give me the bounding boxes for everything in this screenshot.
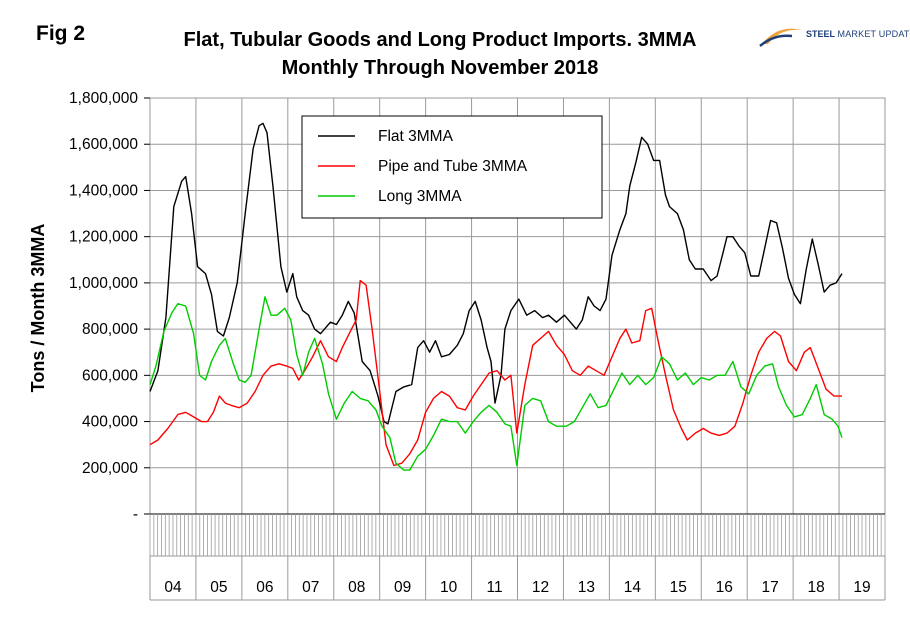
x-tick-label: 15 <box>670 579 687 596</box>
x-tick-label: 18 <box>807 579 824 596</box>
chart-title: Flat, Tubular Goods and Long Product Imp… <box>80 26 800 82</box>
legend-entry: Long 3MMA <box>378 188 462 205</box>
series-line-2 <box>149 279 842 467</box>
x-tick-label: 16 <box>716 579 733 596</box>
x-tick-label: 14 <box>624 579 642 596</box>
y-tick-label: 1,000,000 <box>69 275 138 292</box>
axes: - 200,000 400,000 600,000 800,000 1,000,000 1,… <box>69 90 886 601</box>
chart-title-line-2: Monthly Through November 2018 <box>281 57 599 79</box>
y-tick-label: 1,400,000 <box>69 182 138 199</box>
y-axis-label: Tons / Month 3MMA <box>28 224 48 393</box>
legend-entry: Pipe and Tube 3MMA <box>378 158 528 175</box>
legend: Flat 3MMA Pipe and Tube 3MMA Long 3MMA <box>301 115 603 219</box>
y-tick-label: - <box>133 506 138 523</box>
x-tick-label: 04 <box>164 579 182 596</box>
x-tick-label: 12 <box>532 579 549 596</box>
y-tick-label: 400,000 <box>82 414 138 431</box>
x-tick-label: 09 <box>394 579 411 596</box>
series-line-1 <box>149 122 843 425</box>
x-tick-label: 10 <box>440 579 458 596</box>
logo-text-strong: STEEL <box>806 29 836 39</box>
y-tick-label: 1,600,000 <box>69 136 138 153</box>
x-tick-label: 13 <box>578 579 595 596</box>
x-tick-label: 06 <box>256 579 273 596</box>
chart-title-line-1: Flat, Tubular Goods and Long Product Imp… <box>183 29 697 51</box>
x-tick-label: 17 <box>762 579 779 596</box>
logo-text-rest: MARKET UPDATE <box>837 29 910 39</box>
logo-text: STEEL MARKET UPDATE <box>806 29 910 39</box>
x-tick-label: 08 <box>348 579 365 596</box>
x-tick-label: 19 <box>853 579 870 596</box>
swoosh-logo-icon <box>759 28 802 47</box>
y-tick-label: 1,200,000 <box>69 229 138 246</box>
y-tick-label: 1,800,000 <box>69 90 138 107</box>
legend-box <box>301 115 603 219</box>
series-lines <box>149 122 843 471</box>
x-tick-label: 11 <box>486 579 502 596</box>
x-tick-label: 05 <box>210 579 227 596</box>
series-line-3 <box>149 296 843 471</box>
figure-label: Fig 2 <box>36 22 86 45</box>
y-tick-label: 600,000 <box>82 367 138 384</box>
y-tick-label: 200,000 <box>82 460 138 477</box>
legend-entry: Flat 3MMA <box>378 128 454 145</box>
y-tick-label: 800,000 <box>82 321 138 338</box>
x-tick-label: 07 <box>302 579 319 596</box>
